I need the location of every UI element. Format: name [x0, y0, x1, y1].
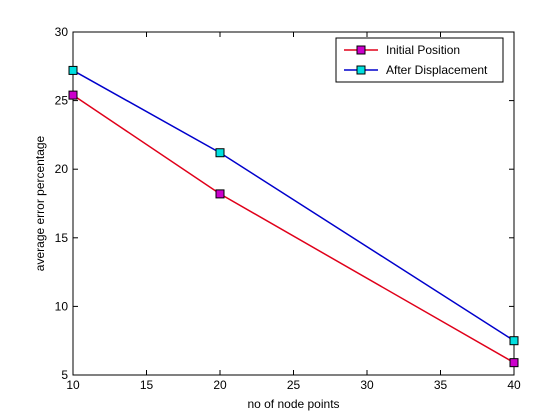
legend-label-1: Initial Position: [386, 43, 460, 57]
x-tick-label: 15: [140, 378, 154, 392]
y-tick-label: 15: [55, 231, 69, 245]
data-point-series-2: [509, 336, 519, 346]
data-point-series-1: [509, 358, 519, 368]
x-tick-label: 20: [213, 378, 227, 392]
x-tick-label: 25: [287, 378, 301, 392]
data-point-series-1: [68, 90, 78, 100]
series-layer: [68, 65, 519, 368]
x-tick-label: 10: [66, 378, 80, 392]
y-tick-label: 25: [55, 94, 69, 108]
x-tick-label: 40: [507, 378, 521, 392]
y-axis: 5 10 15 20 25 30: [55, 25, 514, 382]
x-tick-label: 35: [434, 378, 448, 392]
plot-area: [72, 31, 515, 376]
y-tick-label: 10: [55, 299, 69, 313]
legend-box: [335, 37, 504, 83]
y-axis-label: average error percentage: [33, 135, 47, 271]
legend: Initial Position After Displacement: [335, 37, 504, 83]
x-axis: 10 15 20 25 30 35 40: [66, 32, 521, 392]
x-axis-label: no of node points: [247, 397, 339, 411]
legend-label-2: After Displacement: [386, 63, 488, 77]
y-tick-label: 30: [55, 25, 69, 39]
y-tick-label: 5: [61, 368, 68, 382]
x-tick-label: 30: [360, 378, 374, 392]
legend-marker-2: [356, 65, 366, 75]
y-tick-label: 20: [55, 162, 69, 176]
data-point-series-1: [215, 189, 225, 199]
data-point-series-2: [68, 65, 78, 75]
data-point-series-2: [215, 148, 225, 158]
legend-marker-1: [356, 45, 366, 55]
